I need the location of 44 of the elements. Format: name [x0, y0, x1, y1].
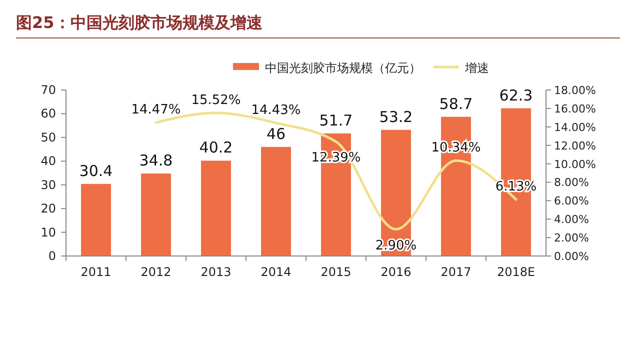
y-tick-label: 40: [40, 154, 56, 168]
bar: [261, 146, 291, 256]
y2-tick-label: 16.00%: [554, 102, 596, 116]
data-label: 40.2: [199, 138, 233, 157]
chart-title: 图25：中国光刻胶市场规模及增速: [16, 13, 264, 32]
x-tick-label: 2014: [260, 265, 292, 279]
y2-tick-label: 6.00%: [554, 194, 589, 208]
x-tick-label: 2018E: [496, 265, 536, 279]
data-label: 34.8: [139, 151, 173, 170]
y2-tick-label: 14.00%: [554, 120, 596, 134]
x-tick-label: 2012: [140, 265, 172, 279]
data-label: 30.4: [79, 162, 113, 180]
data-label: 53.2: [379, 108, 413, 126]
data-label: 14.43%: [251, 102, 301, 118]
y2-tick-label: 2.00%: [554, 232, 589, 245]
y-tick-label: 20: [40, 202, 56, 216]
bar: [81, 184, 111, 256]
y-tick-label: 30: [40, 178, 56, 192]
bar: [141, 173, 171, 256]
x-tick-label: 2011: [80, 265, 112, 279]
legend-label: 增速: [464, 61, 489, 75]
y2-tick-label: 0.00%: [554, 250, 589, 263]
x-tick-label: 2017: [440, 265, 472, 279]
y-tick-label: 10: [40, 225, 56, 240]
legend-label: 中国光刻胶市场规模（亿元）: [265, 61, 421, 75]
x-tick-label: 2013: [200, 265, 232, 279]
data-label: 15.52%: [191, 92, 241, 108]
data-label: 62.3: [499, 86, 533, 104]
data-label: 14.47%: [131, 102, 181, 118]
data-label: 46: [266, 124, 286, 143]
x-tick-label: 2015: [320, 265, 352, 279]
bar: [201, 160, 231, 256]
y2-tick-label: 4.00%: [554, 213, 589, 226]
y2-tick-label: 18.00%: [554, 84, 596, 97]
data-label: 51.7: [319, 111, 353, 130]
x-tick-label: 2016: [380, 265, 412, 279]
y-tick-label: 60: [40, 106, 56, 121]
y2-tick-label: 8.00%: [554, 176, 589, 190]
y-tick-label: 0: [48, 249, 56, 263]
y-tick-label: 50: [40, 130, 56, 144]
y2-tick-label: 10.00%: [554, 158, 596, 171]
y-tick-label: 70: [40, 83, 56, 97]
data-label: 58.7: [439, 94, 473, 113]
y2-tick-label: 12.00%: [554, 139, 596, 152]
